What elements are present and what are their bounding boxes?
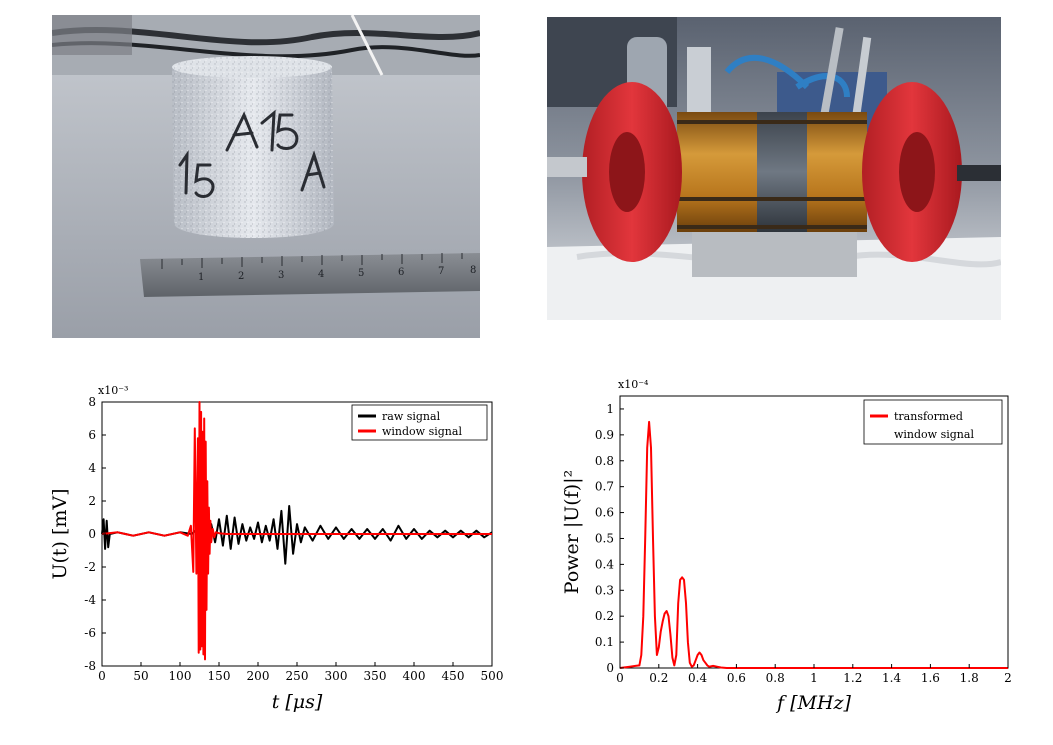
ruler-digit: 4 (318, 269, 324, 280)
series-line-0 (619, 420, 1008, 669)
y-tick-label: 0.2 (595, 609, 614, 623)
x-tick-label: 0.2 (649, 671, 668, 685)
x-tick-label: 500 (481, 669, 504, 683)
x-tick-label: 350 (364, 669, 387, 683)
series-line-1 (101, 401, 492, 661)
x-tick-label: 450 (442, 669, 465, 683)
y-exponent-label: x10⁻³ (98, 384, 128, 397)
x-tick-label: 250 (286, 669, 309, 683)
legend-label-line: window signal (894, 428, 974, 441)
foam-sample-photo: 1 2 3 4 5 6 7 8 (52, 15, 480, 338)
ruler-digit: 6 (398, 267, 404, 278)
power-spectrum-plot: x10⁻⁴ 0 0.2 0.4 0.6 0.8 1 1.2 1.4 1.6 1.8 2 1 0.9 0.… (561, 378, 1012, 714)
ruler-digit: 2 (238, 271, 244, 282)
x-tick-label: 1.4 (882, 671, 901, 685)
legend: transformed window signal (863, 399, 1003, 445)
foam-sample-image: 1 2 3 4 5 6 7 8 (52, 15, 480, 338)
legend-box (863, 399, 1003, 445)
power-spectrum-chart: x10⁻⁴ 0 0.2 0.4 0.6 0.8 1 1.2 1.4 1.6 1.8 2 1 0.9 0.… (548, 372, 1028, 717)
y-tick-label: 0.5 (595, 531, 614, 545)
y-tick-label: 8 (88, 395, 96, 409)
y-tick-label: 0 (606, 661, 614, 675)
x-tick-label: 0.6 (727, 671, 746, 685)
x-tick-label: 1.2 (843, 671, 862, 685)
x-tick-label: 100 (169, 669, 192, 683)
y-tick-label: 0 (88, 527, 96, 541)
x-tick-label: 0.4 (688, 671, 707, 685)
ruler: 1 2 3 4 5 6 7 8 (140, 253, 480, 297)
x-tick-label: 300 (325, 669, 348, 683)
y-tick-label: 0.1 (595, 635, 614, 649)
y-tick-label: -6 (84, 626, 96, 640)
y-tick-label: 0.6 (595, 506, 614, 520)
time-signal-chart: x10⁻³ 0 50 100 150 200 250 300 350 400 450 500 8 6 4… (40, 375, 520, 720)
x-tick-label: 150 (208, 669, 231, 683)
y-tick-label: 0.9 (595, 428, 614, 442)
test-cell-image (547, 17, 1001, 320)
handwritten-marking (178, 109, 326, 198)
y-axis-label: U(t) [mV] (49, 488, 71, 579)
x-axis-label: f [MHz] (775, 692, 852, 714)
x-tick-label: 1 (810, 671, 818, 685)
y-tick-label: 1 (606, 402, 614, 416)
test-cell-photo (547, 17, 1001, 320)
y-tick-label: 0.4 (595, 557, 614, 571)
y-tick-label: 4 (88, 461, 96, 475)
time-signal-plot: x10⁻³ 0 50 100 150 200 250 300 350 400 450 500 8 6 4… (49, 384, 504, 713)
y-tick-label: 6 (88, 428, 96, 442)
legend: raw signal window signal (351, 404, 488, 441)
ruler-digit: 5 (358, 268, 364, 279)
y-tick-label: 2 (88, 494, 96, 508)
y-tick-label: 0.8 (595, 454, 614, 468)
legend-label-transformed: transformed window signal (894, 410, 974, 441)
ruler-digit: 7 (438, 266, 444, 277)
x-tick-label: 1.6 (921, 671, 940, 685)
y-tick-label: 0.3 (595, 583, 614, 597)
y-tick-label: -4 (84, 593, 96, 607)
y-tick-label: 0.7 (595, 480, 614, 494)
legend-label-line: transformed (894, 410, 963, 423)
x-tick-label: 50 (133, 669, 148, 683)
y-axis-label: Power |U(f)|² (561, 470, 583, 594)
ruler-digit: 3 (278, 270, 284, 281)
x-tick-label: 200 (247, 669, 270, 683)
x-tick-label: 2 (1004, 671, 1012, 685)
legend-label-window: window signal (382, 425, 462, 438)
y-exponent-label: x10⁻⁴ (618, 378, 649, 391)
x-tick-label: 400 (403, 669, 426, 683)
x-axis-label: t [μs] (272, 691, 323, 713)
ruler-digit: 8 (470, 265, 476, 276)
ruler-digit: 1 (198, 272, 204, 283)
legend-box (351, 404, 488, 441)
y-tick-label: -2 (84, 560, 96, 574)
x-tick-label: 0 (98, 669, 106, 683)
legend-label-raw: raw signal (382, 410, 441, 423)
x-tick-label: 1.8 (960, 671, 979, 685)
x-tick-label: 0 (616, 671, 624, 685)
y-tick-label: -8 (84, 659, 96, 673)
x-tick-label: 0.8 (766, 671, 785, 685)
